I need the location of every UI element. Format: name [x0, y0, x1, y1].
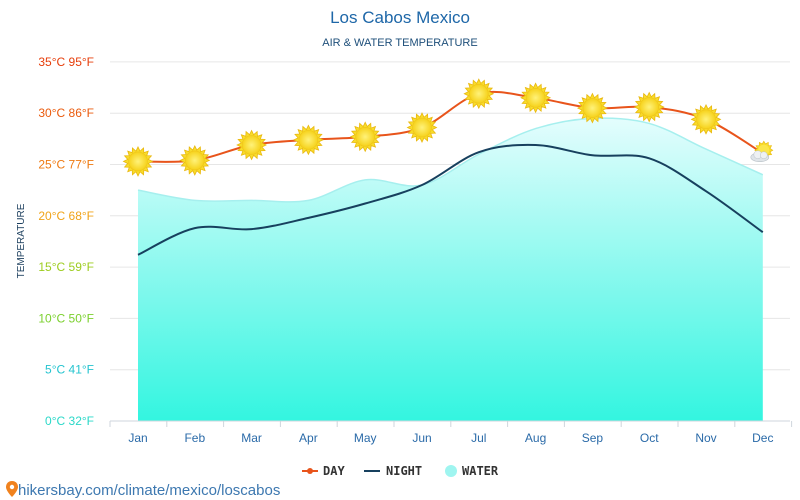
y-tick-label: 35°C 95°F	[38, 55, 94, 69]
legend-label-night: NIGHT	[386, 464, 422, 478]
sun-icon	[122, 146, 154, 177]
legend-item-night[interactable]: NIGHT	[364, 464, 422, 478]
footer-link-text: hikersbay.com/climate/mexico/loscabos	[18, 482, 280, 499]
water-series	[137, 117, 764, 422]
chart-title: Los Cabos Mexico	[330, 8, 470, 27]
sun-icon	[633, 91, 665, 123]
x-tick-label: Jan	[128, 431, 147, 445]
legend-label-water: WATER	[462, 464, 499, 478]
x-tick-label: Apr	[299, 431, 318, 445]
x-tick-label: Mar	[241, 431, 262, 445]
x-tick-label: May	[354, 431, 377, 445]
x-axis: Jan Feb Mar Apr May Jun Jul Aug Sep Oct Nov Dec	[109, 420, 793, 445]
y-axis: 0°C 32°F 5°C 41°F 10°C 50°F 15°C 59°F 20°C 6…	[38, 55, 94, 428]
sun-icon	[349, 121, 381, 153]
night-line	[137, 143, 764, 256]
sun-icon	[576, 92, 608, 124]
footer-link[interactable]: hikersbay.com/climate/mexico/loscabos	[6, 481, 280, 499]
day-icons	[122, 78, 774, 177]
partly-cloudy-icon	[750, 140, 774, 163]
sun-icon	[179, 144, 211, 176]
sun-icon	[406, 112, 438, 143]
legend-label-day: DAY	[323, 464, 345, 478]
legend-item-day[interactable]: DAY	[302, 464, 345, 478]
y-tick-label: 20°C 68°F	[38, 209, 94, 223]
x-tick-label: Dec	[752, 431, 773, 445]
y-tick-label: 10°C 50°F	[38, 311, 94, 325]
map-pin-icon	[6, 481, 18, 497]
x-tick-label: Aug	[525, 431, 546, 445]
sun-icon	[690, 103, 722, 135]
water-area	[138, 118, 763, 422]
x-tick-label: Oct	[640, 431, 659, 445]
y-tick-label: 0°C 32°F	[45, 414, 94, 428]
y-tick-label: 25°C 77°F	[38, 158, 94, 172]
legend-water-marker	[445, 465, 457, 477]
sun-icon	[463, 78, 495, 110]
sun-icon	[292, 124, 324, 156]
x-tick-label: Nov	[695, 431, 716, 445]
y-tick-label: 30°C 86°F	[38, 106, 94, 120]
x-tick-label: Sep	[582, 431, 604, 445]
water-line	[137, 117, 764, 203]
y-tick-label: 15°C 59°F	[38, 260, 94, 274]
x-tick-label: Feb	[184, 431, 205, 445]
x-tick-label: Jul	[471, 431, 486, 445]
x-tick-label: Jun	[412, 431, 431, 445]
sun-icon	[236, 129, 268, 161]
sun-icon	[520, 82, 552, 114]
legend: DAY NIGHT WATER	[302, 464, 499, 478]
chart-subtitle: AIR & WATER TEMPERATURE	[322, 37, 477, 49]
night-series	[137, 143, 764, 256]
y-tick-label: 5°C 41°F	[45, 363, 94, 377]
legend-item-water[interactable]: WATER	[445, 464, 499, 478]
y-axis-title: TEMPERATURE	[16, 203, 27, 278]
legend-day-marker	[307, 468, 313, 474]
